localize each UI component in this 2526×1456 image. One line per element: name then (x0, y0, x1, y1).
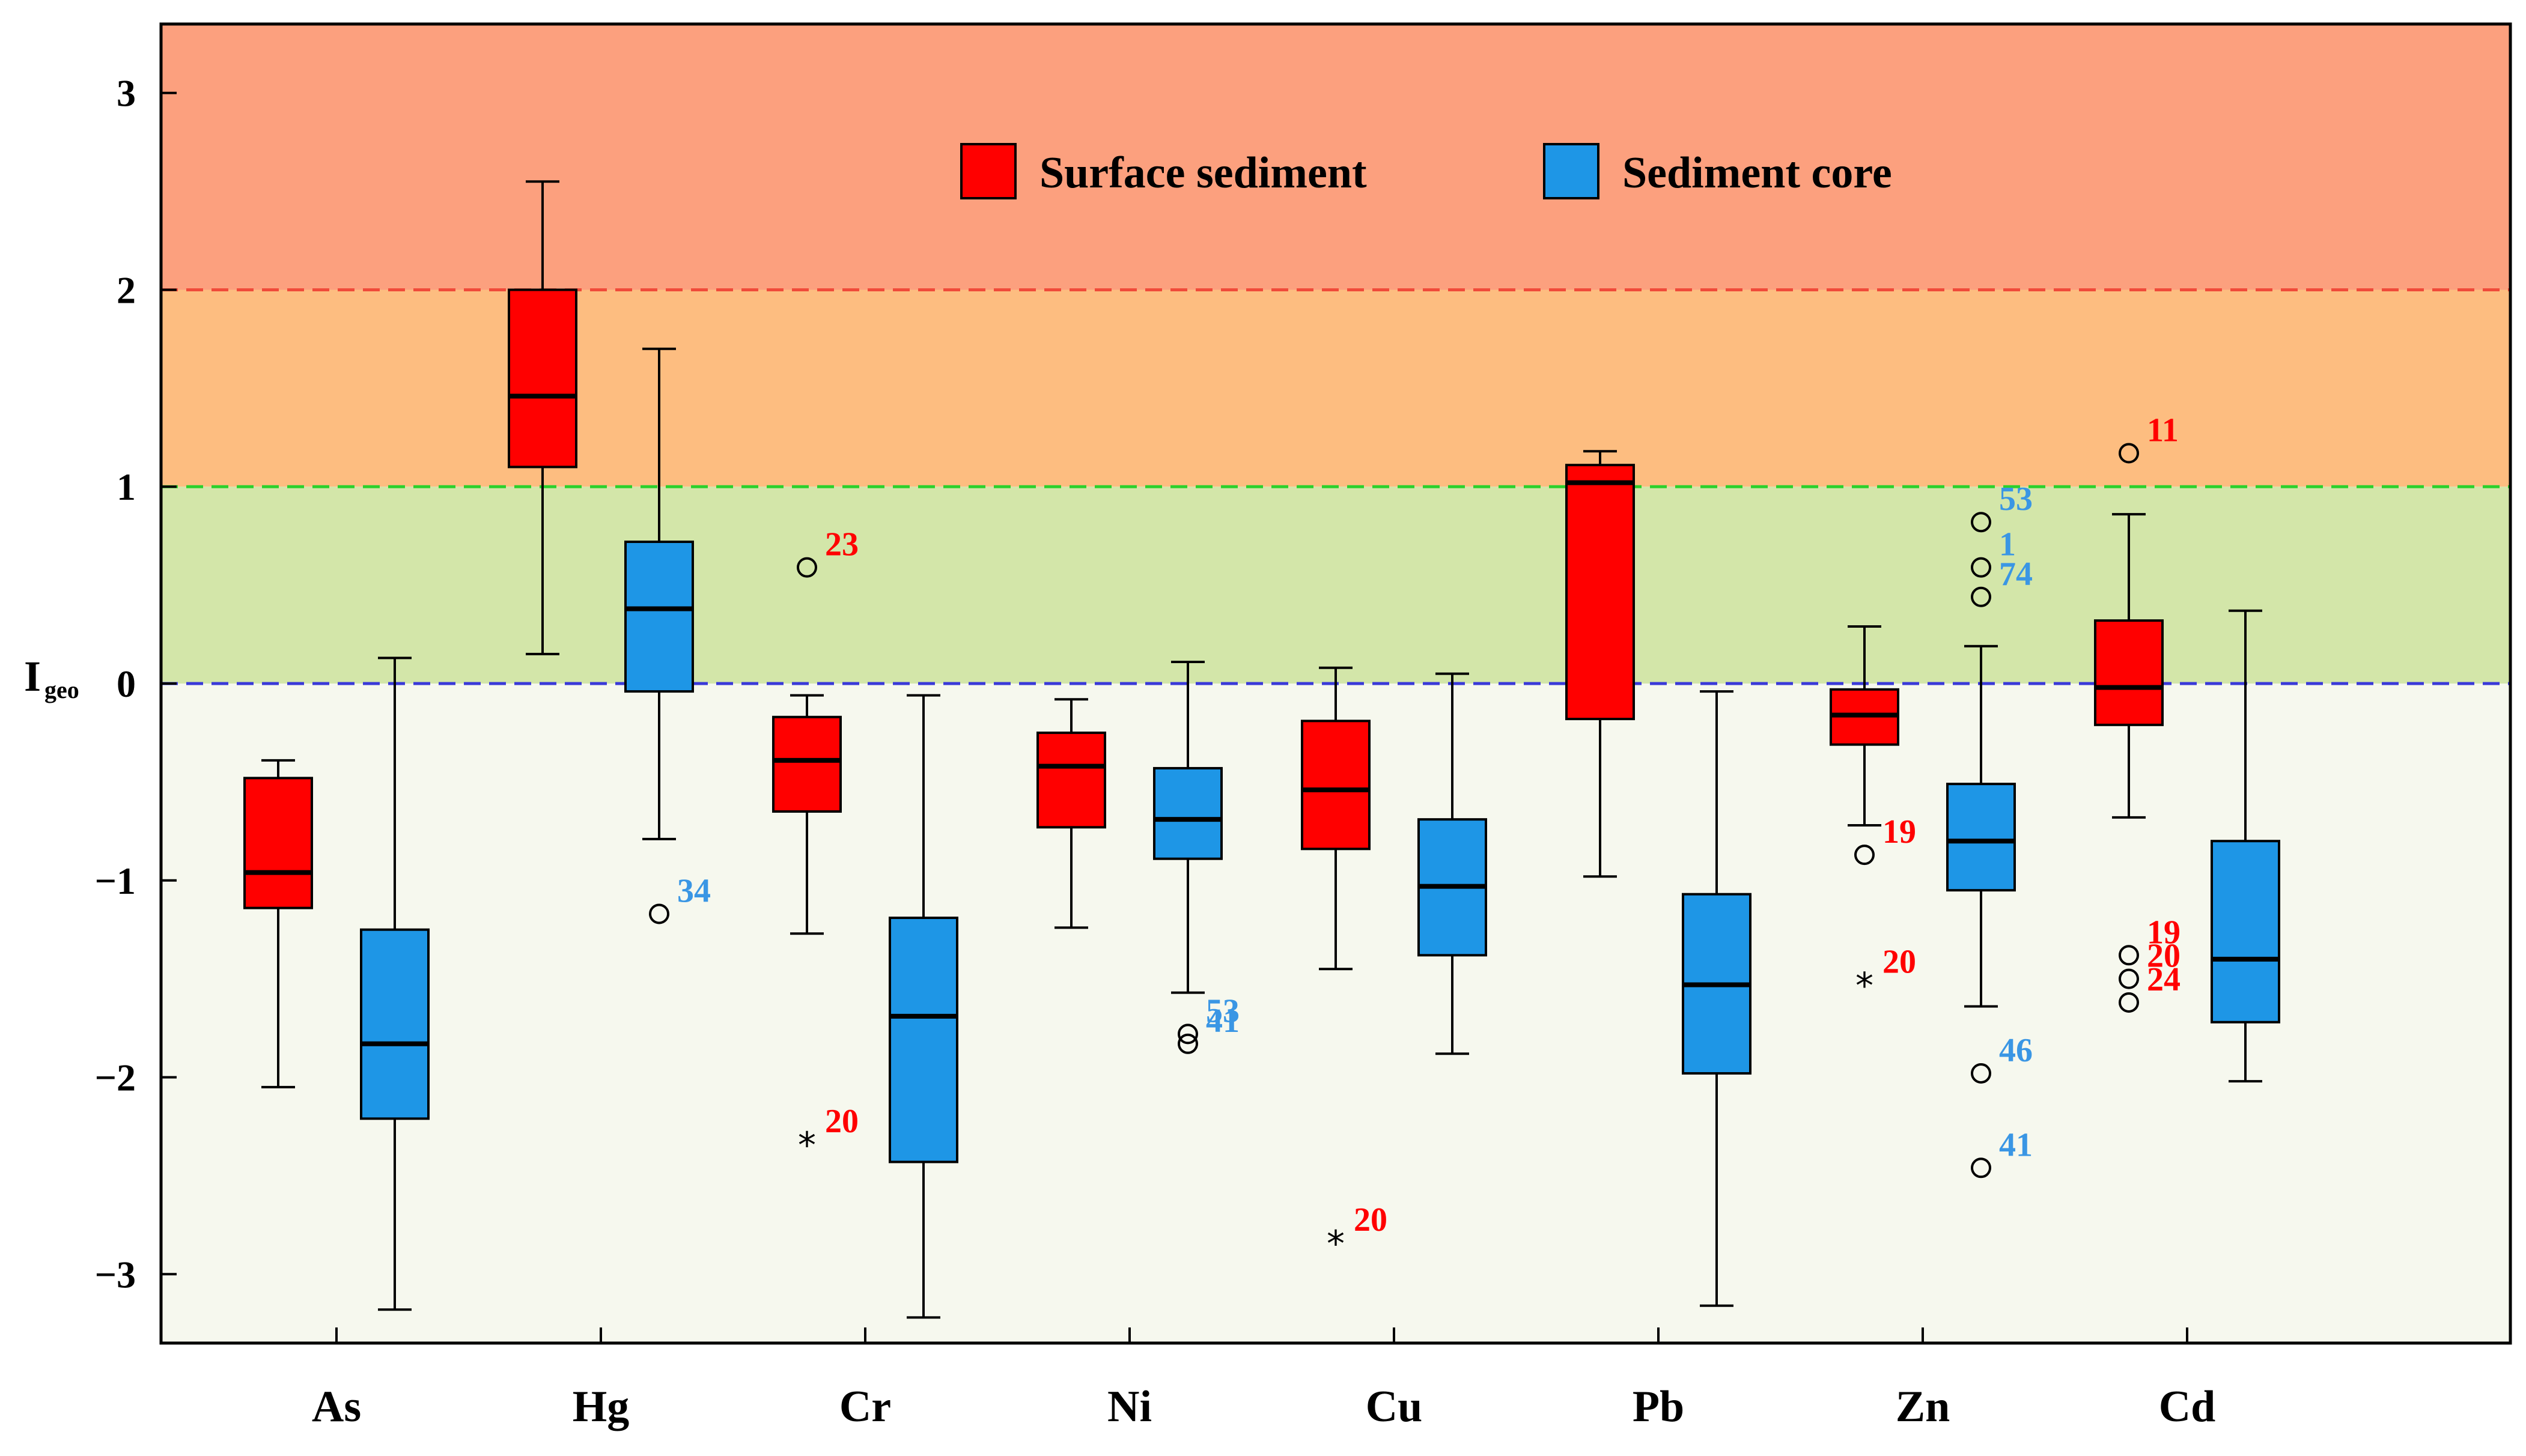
outlier-circle (1971, 512, 1991, 533)
x-category-label: Pb (1633, 1382, 1684, 1431)
box-body (1301, 720, 1371, 851)
legend-item: Surface sediment (960, 143, 1367, 199)
x-category-label: Cr (839, 1382, 891, 1431)
outlier-circle (1971, 1157, 1991, 1178)
outlier-label: 19 (1882, 813, 1916, 851)
y-tick-label: 3 (117, 72, 136, 115)
box-body (889, 917, 958, 1163)
outlier-circle (2119, 945, 2139, 966)
y-tick-label: −1 (95, 860, 136, 902)
outlier-circle (1178, 1033, 1198, 1054)
outlier-label: 41 (1999, 1126, 2033, 1163)
y-axis: 3 2 1 0 −1 −2 −3 (95, 72, 177, 1296)
box-cd-core (2211, 609, 2280, 1083)
outlier-label: 19 (2147, 914, 2181, 951)
box-pb-surface (1565, 450, 1635, 878)
outlier-label: 74 (1999, 556, 2033, 593)
legend: Surface sediment Sediment core (960, 143, 1892, 199)
box-zn-core (1946, 645, 2016, 1008)
box-ni-core (1153, 660, 1223, 994)
box-body (1036, 731, 1106, 829)
outlier-label: 23 (825, 526, 859, 563)
box-body (1565, 464, 1635, 720)
outlier-label: 41 (1206, 1003, 1240, 1040)
box-cu-surface (1301, 666, 1371, 971)
x-category-label: As (312, 1382, 361, 1431)
outlier-circle (1854, 845, 1875, 866)
x-category-label: Cd (2159, 1382, 2216, 1431)
box-body (243, 777, 313, 909)
outlier-circle (1178, 1024, 1198, 1045)
box-series (243, 180, 2280, 1319)
x-axis: As Hg Cr Ni Cu Pb Zn Cd (312, 1327, 2215, 1431)
legend-label: Sediment core (1622, 148, 1892, 198)
legend-swatch (960, 143, 1017, 199)
legend-item: Sediment core (1543, 143, 1892, 199)
x-category-label: Zn (1896, 1382, 1950, 1431)
outlier-circle (1971, 1063, 1991, 1084)
box-hg-core (624, 347, 694, 840)
outlier-label: 20 (825, 1103, 859, 1140)
box-body (2211, 840, 2280, 1024)
x-category-label: Ni (1107, 1382, 1152, 1431)
y-tick-label: 2 (117, 268, 136, 311)
x-category-label: Hg (573, 1382, 630, 1431)
box-ni-surface (1036, 698, 1106, 929)
outlier-circle (797, 557, 817, 578)
y-axis-label-main: I (24, 652, 41, 700)
legend-swatch (1543, 143, 1599, 199)
outlier-label: 34 (677, 872, 711, 909)
background-band (161, 24, 2510, 290)
box-as-core (360, 657, 430, 1311)
outlier-star: * (1855, 965, 1873, 1007)
outlier-circle (649, 903, 669, 924)
outlier-label: 20 (2147, 938, 2181, 975)
box-pb-core (1682, 690, 1751, 1307)
outlier-circle (1971, 586, 1991, 607)
outlier-label: 53 (1206, 992, 1240, 1030)
outlier-star: * (798, 1124, 816, 1166)
box-zn-surface (1830, 625, 1899, 827)
box-cr-surface (772, 694, 842, 935)
outlier-circle (2119, 992, 2139, 1013)
y-tick-label: 1 (117, 466, 136, 508)
box-body (624, 541, 694, 693)
box-body (508, 288, 577, 469)
outlier-star: * (1327, 1223, 1345, 1265)
outlier-label: 1 (1999, 526, 2016, 563)
x-category-label: Cu (1366, 1382, 1423, 1431)
outlier-label: 24 (2147, 961, 2181, 998)
outlier-circle (2119, 968, 2139, 989)
box-body (1153, 766, 1223, 860)
outlier-label: 20 (1354, 1201, 1387, 1239)
outlier-label: 53 (1999, 481, 2033, 518)
outlier-label: 46 (1999, 1032, 2033, 1069)
box-as-surface (243, 759, 313, 1088)
box-body (360, 928, 430, 1120)
outlier-circle (2119, 443, 2139, 464)
box-cd-surface (2094, 513, 2164, 819)
box-body (2094, 619, 2164, 726)
box-body (1946, 783, 2016, 892)
outlier-label: 11 (2147, 412, 2179, 449)
outlier-circle (1971, 557, 1991, 578)
box-cr-core (889, 694, 958, 1319)
box-body (772, 715, 842, 813)
y-tick-label: −2 (95, 1057, 136, 1099)
y-tick-label: 0 (117, 663, 136, 705)
legend-label: Surface sediment (1039, 148, 1367, 198)
outlier-label: 20 (1882, 943, 1916, 980)
y-axis-label-subscript: geo (44, 676, 79, 703)
box-hg-surface (508, 180, 577, 655)
y-tick-label: −3 (95, 1253, 136, 1296)
box-cu-core (1417, 672, 1487, 1055)
